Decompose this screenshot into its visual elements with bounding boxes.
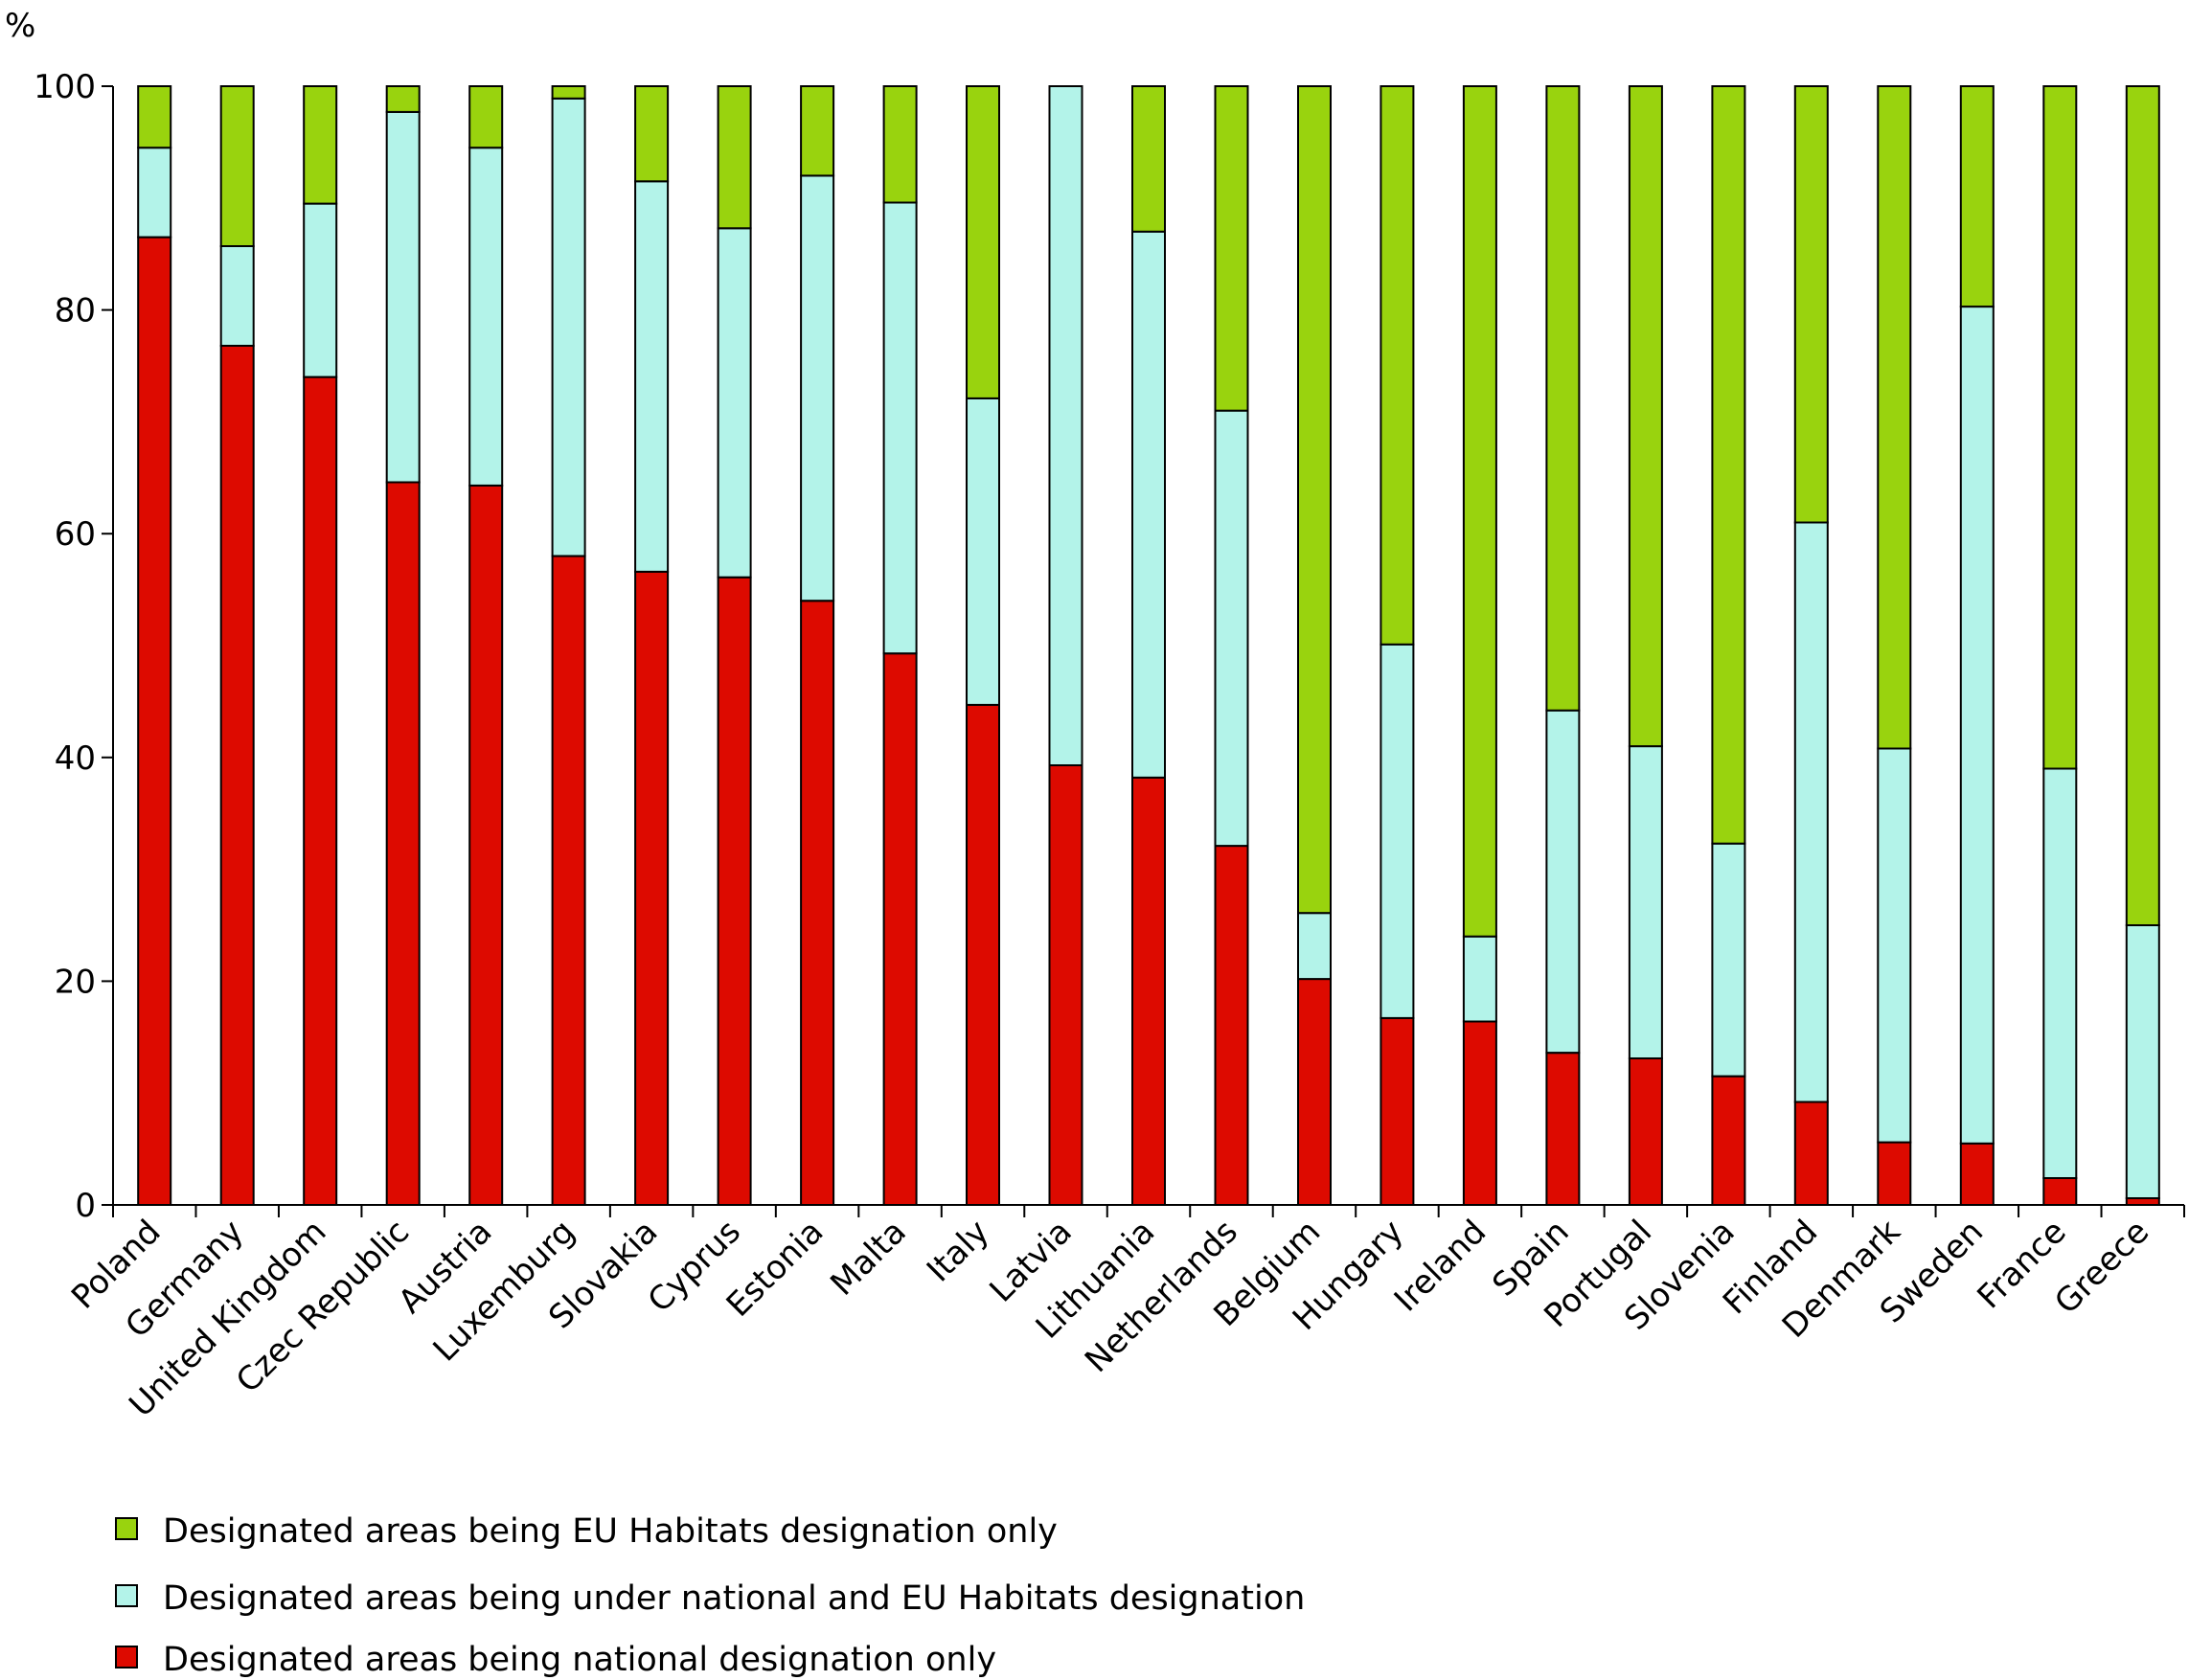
bar-segment-cyprus-s1 [717,227,752,579]
bar-segment-hungary-s2 [1380,85,1415,646]
bar-segment-spain-s1 [1545,709,1581,1055]
bar-segment-germany-s2 [219,85,255,247]
x-category-label: Ireland [1387,1213,1494,1319]
bar-segment-slovenia-s0 [1711,1075,1746,1206]
bar-segment-lithuania-s1 [1131,230,1166,779]
bar-segment-slovakia-s2 [634,85,670,183]
bar-segment-portugal-s0 [1628,1057,1663,1206]
bar-segment-belgium-s1 [1297,912,1332,981]
bar-segment-netherlands-s0 [1214,845,1249,1206]
bar-segment-slovakia-s1 [634,180,670,573]
bar-segment-ireland-s0 [1462,1020,1497,1207]
y-tick-label: 40 [55,739,96,778]
bar-segment-malta-s2 [882,85,918,204]
bar-segment-latvia-s0 [1048,764,1083,1206]
legend-swatch [115,1646,138,1669]
bar-segment-hungary-s0 [1380,1016,1415,1207]
bar-segment-italy-s0 [966,703,1000,1206]
bar-segment-netherlands-s2 [1214,85,1249,412]
bar-segment-estonia-s1 [800,174,835,602]
bar-segment-estonia-s2 [800,85,835,177]
bar-segment-sweden-s0 [1959,1142,1995,1207]
bar-segment-austria-s0 [468,485,504,1206]
y-axis-unit-label: % [5,7,35,45]
bar-segment-slovenia-s1 [1711,842,1746,1078]
bar-segment-slovakia-s0 [634,570,670,1206]
bar-segment-greece-s0 [2125,1197,2160,1206]
bar-segment-finland-s1 [1793,521,1829,1103]
bar-segment-netherlands-s1 [1214,409,1249,848]
y-tick-label: 0 [75,1187,96,1225]
legend-swatch [115,1517,138,1540]
y-tick-label: 80 [55,292,96,330]
y-tick-label: 20 [55,963,96,1001]
bar-segment-france-s1 [2042,767,2078,1179]
bar-segment-poland-s0 [137,236,172,1206]
bar-segment-poland-s1 [137,147,172,238]
bar-segment-germany-s0 [219,345,255,1206]
bar-segment-sweden-s1 [1959,306,1995,1145]
bar-segment-united-kingdom-s2 [303,85,338,205]
bar-segment-ireland-s2 [1462,85,1497,938]
bar-segment-belgium-s2 [1297,85,1332,915]
bar-segment-greece-s1 [2125,924,2160,1199]
bar-segment-denmark-s0 [1877,1141,1912,1206]
bar-segment-sweden-s2 [1959,85,1995,308]
y-tick-label: 60 [55,515,96,554]
bar-segment-france-s2 [2042,85,2078,770]
bar-segment-cyprus-s0 [717,576,752,1206]
bar-segment-luxemburg-s1 [551,97,586,557]
bar-segment-poland-s2 [137,85,172,149]
bar-segment-malta-s0 [882,652,918,1206]
bar-segment-cyprus-s2 [717,85,752,230]
bar-segment-finland-s2 [1793,85,1829,524]
legend: Designated areas being EU Habitats desig… [115,1512,1305,1679]
bar-segment-united-kingdom-s0 [303,375,338,1206]
bar-segment-luxemburg-s2 [551,85,586,100]
bar-segment-czec-republic-s2 [385,85,421,113]
bar-segment-germany-s1 [219,245,255,347]
bar-segment-spain-s2 [1545,85,1581,712]
bar-segment-belgium-s0 [1297,978,1332,1206]
legend-label: Designated areas being EU Habitats desig… [163,1512,1058,1551]
bar-segment-france-s0 [2042,1177,2078,1206]
bar-segment-lithuania-s0 [1131,776,1166,1206]
bar-segment-austria-s2 [468,85,504,149]
bar-segment-austria-s1 [468,147,504,487]
bar-segment-spain-s0 [1545,1052,1581,1206]
bar-segment-greece-s2 [2125,85,2160,926]
bar-segment-ireland-s1 [1462,935,1497,1023]
bar-segment-finland-s0 [1793,1101,1829,1206]
bar-segment-portugal-s1 [1628,745,1663,1059]
bars-layer [137,85,2160,1207]
x-category-label: Italy [920,1213,996,1289]
bar-segment-malta-s1 [882,201,918,655]
bar-segment-united-kingdom-s1 [303,202,338,378]
bar-segment-czec-republic-s1 [385,110,421,484]
legend-label: Designated areas being national designat… [163,1641,996,1679]
bar-segment-portugal-s2 [1628,85,1663,748]
bar-segment-lithuania-s2 [1131,85,1166,233]
bar-segment-slovenia-s2 [1711,85,1746,845]
bar-segment-hungary-s1 [1380,643,1415,1019]
legend-swatch [115,1584,138,1607]
x-category-label: Malta [823,1213,914,1304]
bar-segment-italy-s1 [966,397,1000,706]
bar-segment-estonia-s0 [800,600,835,1206]
legend-label: Designated areas being under national an… [163,1579,1305,1618]
bar-segment-italy-s2 [966,85,1000,399]
x-category-label: Greece [2047,1213,2156,1322]
bar-segment-latvia-s1 [1048,85,1083,766]
bar-segment-denmark-s1 [1877,747,1912,1144]
y-tick-label: 100 [34,68,96,106]
bar-segment-czec-republic-s0 [385,481,421,1206]
bar-segment-luxemburg-s0 [551,555,586,1206]
bar-segment-denmark-s2 [1877,85,1912,750]
